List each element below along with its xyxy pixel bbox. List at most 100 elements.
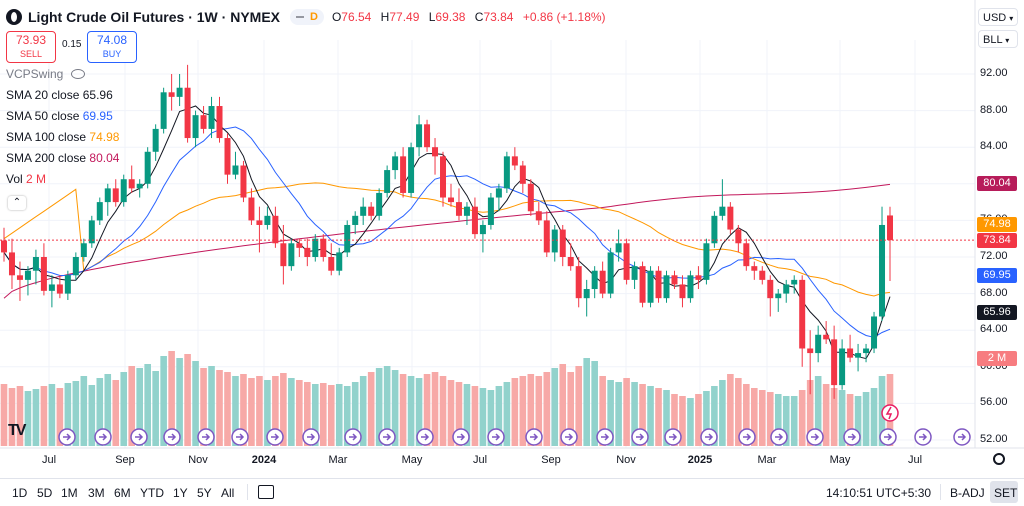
volume-bar [758,390,766,446]
volume-bar [527,374,535,446]
candle-body [120,179,127,203]
range-all[interactable]: All [221,486,235,500]
event-markers [58,404,971,446]
range-5d[interactable]: 5D [37,486,53,500]
legend-row-sma100[interactable]: SMA 100 close 74.98 [6,130,120,144]
volume-bar [423,374,431,446]
volume-bar [264,380,271,446]
clock-time[interactable]: 14:10:51 UTC+5:30 [826,486,932,500]
gear-icon[interactable] [993,453,1005,465]
volume-bar [591,361,598,446]
range-1d[interactable]: 1D [12,486,28,500]
range-1y[interactable]: 1Y [173,486,188,500]
tradingview-logo-icon[interactable]: TV [8,422,27,439]
legend-row-vcpswing[interactable]: VCPSwing [6,64,119,85]
arrow-right-icon [457,433,466,441]
volume-bar [447,380,455,446]
volume-bar [599,376,606,446]
session-button[interactable]: SET [994,486,1018,500]
candle-body [264,215,271,225]
candle-body [455,202,462,216]
symbol-title[interactable]: Light Crude Oil Futures · 1W · NYMEX [28,9,280,25]
range-6m[interactable]: 6M [114,486,131,500]
candle-body [447,197,454,203]
range-3m[interactable]: 3M [88,486,105,500]
arrow-right-icon [669,433,678,441]
buy-button[interactable]: 74.08 BUY [87,31,137,63]
sell-button[interactable]: 73.93 SELL [6,31,56,63]
volume-bar [120,372,128,446]
candle-body [591,270,598,290]
arrow-right-icon [530,433,539,441]
candle-body [711,215,718,244]
time-tick-label: Sep [115,454,135,466]
candle-body [815,334,822,354]
collapse-legend-icon[interactable]: ⌃ [8,196,26,210]
unit-select[interactable]: BLL ▾ [978,30,1018,48]
range-ytd[interactable]: YTD [140,486,164,500]
candle-body [360,206,367,216]
volume-bar [0,384,8,446]
arrow-right-icon [492,433,501,441]
volume-bar [695,394,702,446]
volume-bar [375,368,383,446]
volume-bar [567,372,575,446]
candle-body [256,220,263,225]
price-chart[interactable] [0,0,1024,478]
candle-body [32,257,39,271]
candle-body [400,156,407,193]
price-tag: 74.98 [977,216,1017,232]
time-tick-label: Sep [541,454,561,466]
arrow-right-icon [565,433,574,441]
volume-bar [711,386,718,446]
candle-body [671,275,678,285]
adjustment-toggle[interactable]: B-ADJ [950,486,985,500]
candle-body [543,220,550,253]
legend-row-vol[interactable]: Vol 2 M [6,172,47,186]
legend-row-sma200[interactable]: SMA 200 close 80.04 [6,151,120,165]
volume-bar [519,376,527,446]
legend-row-sma50[interactable]: SMA 50 close 69.95 [6,109,113,123]
volume-bar [471,386,479,446]
price-tick-label: 92.00 [980,67,1008,79]
volume-bar [391,370,399,446]
sma-20-line [3,105,891,360]
candle-body [392,156,399,171]
arrow-right-icon [99,433,108,441]
candle-body [631,266,638,280]
eye-off-icon[interactable] [70,69,85,79]
legend-row-sma20[interactable]: SMA 20 close 65.96 [6,88,113,102]
candle-body [176,87,183,97]
range-1m[interactable]: 1M [61,486,78,500]
volume-bar [575,366,583,446]
arrow-right-icon [421,433,430,441]
ohlc-values: O76.54 H77.49 L69.38 C73.84 +0.86 (+1.18… [331,10,606,24]
currency-select[interactable]: USD ▾ [978,8,1018,26]
volume-bar [104,374,112,446]
volume-bar [838,390,846,446]
volume-bar [495,386,503,446]
candle-body [144,151,151,184]
volume-bar [327,385,335,446]
volume-bar [719,380,726,446]
volume-bar [192,361,199,446]
range-5y[interactable]: 5Y [197,486,212,500]
candle-body [280,243,287,267]
volume-bar [647,386,654,446]
candle-body [288,243,295,267]
date-range-icon[interactable] [258,485,274,499]
volume-bar [583,358,590,446]
arrow-right-icon [958,433,967,441]
arrow-right-icon [236,433,245,441]
spread-value: 0.15 [62,39,82,50]
symbol-header: Light Crude Oil Futures · 1W · NYMEX D O… [6,6,612,28]
volume-bar [830,388,838,446]
volume-bar [160,356,167,446]
candle-body [863,348,870,354]
candle-body [503,156,510,189]
price-tag: 73.84 [977,232,1017,248]
interval-toggle[interactable]: D [290,9,324,25]
candle-body [727,206,734,230]
moving-averages [3,105,891,360]
time-tick-label: May [829,454,851,466]
